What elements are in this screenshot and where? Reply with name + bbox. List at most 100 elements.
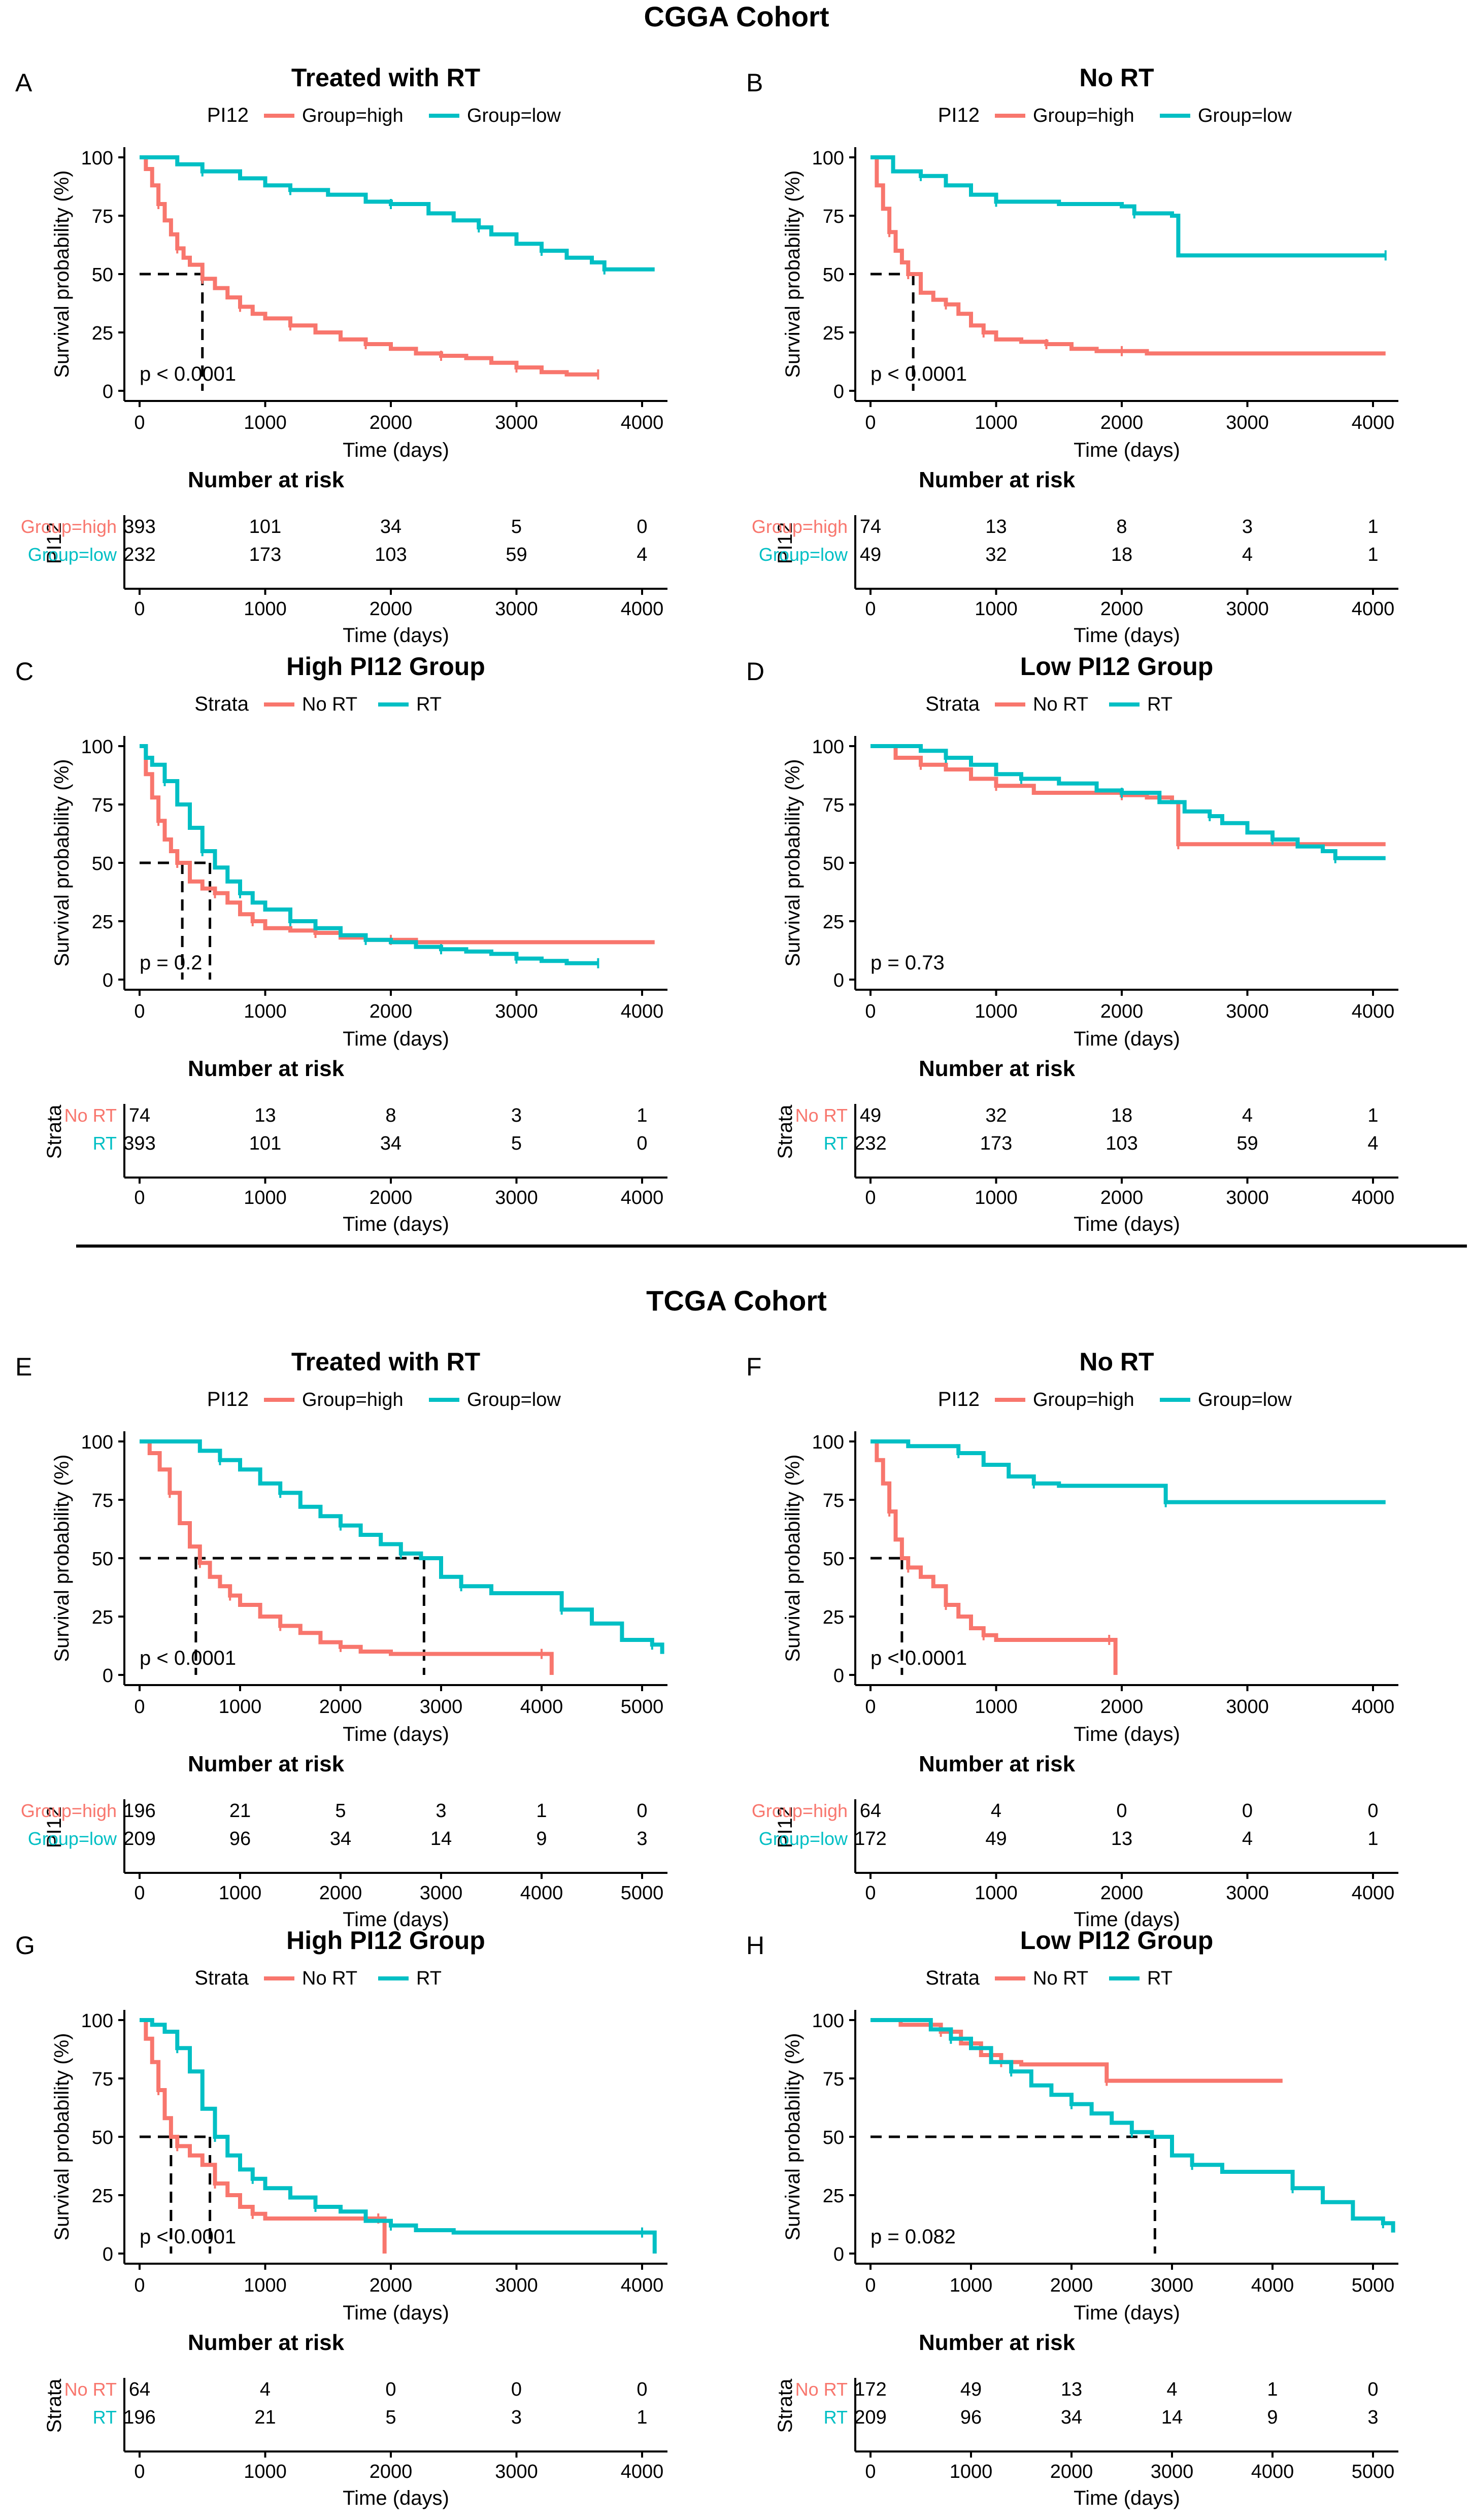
x-tick-label: 4000: [621, 1001, 664, 1022]
x-tick-label: 1000: [975, 1001, 1018, 1022]
risk-count: 0: [637, 2379, 647, 2400]
legend-title: Strata: [925, 693, 980, 715]
x-tick-label: 3000: [1226, 412, 1269, 433]
risk-row-label-1: RT: [824, 1133, 848, 1154]
risk-x-axis-label: Time (days): [1074, 2487, 1180, 2509]
p-value: p < 0.0001: [871, 1647, 967, 1669]
legend-title: Strata: [194, 1967, 249, 1989]
risk-row-label-1: Group=low: [759, 544, 848, 565]
x-tick-label: 4000: [1352, 1696, 1395, 1718]
chart-title: Low PI12 Group: [1020, 1926, 1214, 1955]
risk-count: 209: [123, 1828, 155, 1850]
risk-count: 13: [254, 1105, 276, 1126]
y-axis-label: Survival probability (%): [782, 170, 804, 378]
x-tick-label: 4000: [1352, 1001, 1395, 1022]
risk-x-tick-label: 2000: [1100, 598, 1144, 620]
risk-count: 103: [375, 544, 407, 565]
legend-label-0: Group=high: [1033, 105, 1134, 126]
y-tick-label: 100: [812, 736, 844, 758]
risk-x-tick-label: 5000: [1352, 2461, 1395, 2482]
y-tick-label: 75: [92, 206, 113, 227]
survival-curve-1: [140, 155, 655, 272]
chart-title: No RT: [1079, 63, 1154, 92]
risk-x-tick-label: 2000: [370, 598, 413, 620]
survival-curve-0: [871, 1439, 1118, 1675]
risk-strata-label: Strata: [774, 2378, 796, 2433]
risk-count: 32: [985, 544, 1007, 565]
risk-row-label-1: RT: [824, 2407, 848, 2428]
risk-count: 4: [1242, 544, 1253, 565]
risk-x-tick-label: 3000: [495, 598, 538, 620]
risk-table-title: Number at risk: [919, 467, 1076, 492]
y-tick-label: 50: [823, 1549, 844, 1570]
legend-title: PI12: [207, 1388, 249, 1410]
survival-curve-1: [871, 2018, 1395, 2233]
risk-row-label-0: Group=high: [21, 516, 117, 537]
risk-count: 0: [1116, 1800, 1127, 1822]
x-tick-label: 3000: [1151, 2275, 1194, 2296]
y-tick-label: 100: [812, 1432, 844, 1453]
cgga-heading: CGGA Cohort: [644, 1, 829, 32]
risk-strata-label: PI12: [774, 522, 796, 564]
x-tick-label: 4000: [1251, 2275, 1294, 2296]
y-axis-label: Survival probability (%): [51, 170, 73, 378]
x-tick-label: 0: [865, 1001, 876, 1022]
risk-count: 3: [637, 1828, 647, 1850]
legend-title: PI12: [938, 104, 980, 126]
risk-x-tick-label: 2000: [1050, 2461, 1093, 2482]
legend-title: Strata: [194, 693, 249, 715]
y-tick-label: 50: [823, 2127, 844, 2148]
risk-count: 1: [1367, 1828, 1378, 1850]
risk-count: 0: [637, 1133, 647, 1154]
panel-letter: E: [15, 1353, 32, 1381]
legend-label-0: Group=high: [302, 105, 404, 126]
x-axis-label: Time (days): [343, 1028, 449, 1050]
survival-curve-1: [871, 744, 1386, 860]
x-tick-label: 1000: [244, 412, 287, 433]
risk-table-title: Number at risk: [188, 1056, 345, 1081]
y-tick-label: 75: [823, 1490, 844, 1511]
risk-x-axis-label: Time (days): [343, 2487, 449, 2509]
risk-count: 74: [860, 516, 881, 537]
y-tick-label: 25: [823, 1607, 844, 1628]
x-tick-label: 2000: [1100, 412, 1144, 433]
risk-x-tick-label: 1000: [950, 2461, 993, 2482]
x-tick-label: 2000: [370, 412, 413, 433]
risk-count: 49: [860, 544, 881, 565]
y-tick-label: 75: [92, 2069, 113, 2090]
risk-count: 172: [854, 2379, 886, 2400]
legend-title: PI12: [207, 104, 249, 126]
risk-table-title: Number at risk: [188, 2330, 345, 2355]
legend-label-1: Group=low: [467, 1389, 561, 1410]
risk-count: 4: [1242, 1105, 1253, 1126]
x-axis-label: Time (days): [1074, 2302, 1180, 2324]
risk-x-tick-label: 1000: [244, 2461, 287, 2482]
legend-label-0: Group=high: [1033, 1389, 1134, 1410]
risk-count: 18: [1111, 544, 1132, 565]
risk-row-label-0: No RT: [64, 2379, 117, 2400]
survival-curve-0: [140, 744, 655, 945]
y-tick-label: 0: [103, 1665, 113, 1687]
risk-count: 59: [1236, 1133, 1258, 1154]
risk-count: 0: [637, 1800, 647, 1822]
risk-count: 14: [430, 1828, 452, 1850]
panel-E: E Treated with RT PI12 Group=high Group=low 0…: [0, 1330, 711, 1939]
risk-count: 96: [229, 1828, 251, 1850]
risk-x-tick-label: 4000: [1352, 1883, 1395, 1904]
x-tick-label: 3000: [420, 1696, 463, 1718]
x-tick-label: 1000: [219, 1696, 262, 1718]
risk-x-tick-label: 3000: [420, 1883, 463, 1904]
y-tick-label: 25: [823, 2186, 844, 2207]
risk-count: 1: [637, 1105, 647, 1126]
legend-label-1: RT: [416, 1968, 442, 1989]
x-tick-label: 3000: [1226, 1001, 1269, 1022]
chart-title: High PI12 Group: [286, 652, 485, 681]
risk-count: 1: [1367, 516, 1378, 537]
y-tick-label: 25: [92, 323, 113, 344]
risk-x-tick-label: 2000: [319, 1883, 362, 1904]
risk-count: 0: [1242, 1800, 1253, 1822]
risk-x-tick-label: 4000: [621, 1187, 664, 1208]
